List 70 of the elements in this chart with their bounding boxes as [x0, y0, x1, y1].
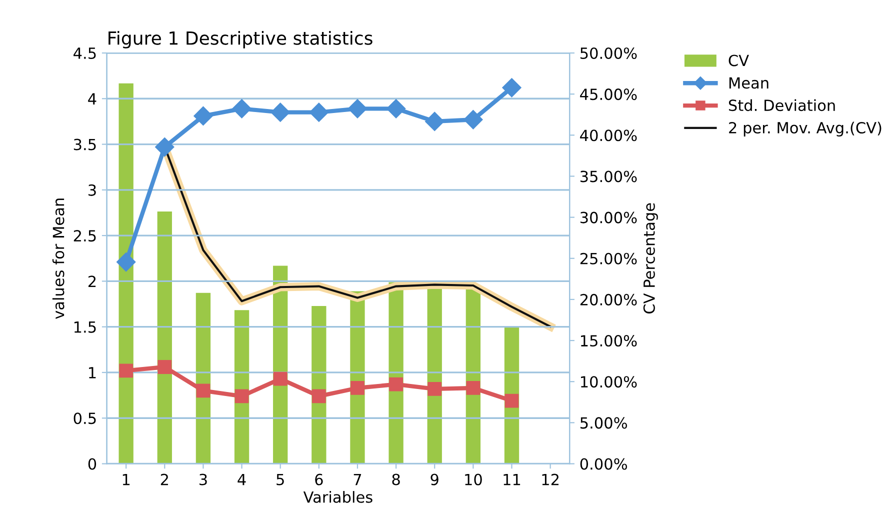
y-tick-label: 0: [88, 458, 96, 470]
y-tick-label: 0.5: [74, 412, 96, 424]
point: [425, 112, 444, 131]
point: [234, 389, 249, 404]
y-tick-label: 3: [88, 184, 96, 196]
x-tick-label: 6: [315, 474, 323, 486]
y2-tick-label: 0.00%: [580, 458, 628, 470]
point: [312, 389, 326, 404]
x-tick-label: 5: [276, 474, 284, 486]
y-tick-label: 1: [89, 367, 96, 378]
bar: [234, 310, 250, 464]
y-tick-label: 2: [88, 276, 96, 287]
x-axis-title: Variables: [303, 491, 372, 503]
legend-label: 2 per. Mov. Avg.(CV): [729, 122, 882, 136]
y2-tick-label: 35.00%: [580, 170, 637, 182]
x-tick-label: 7: [354, 474, 362, 486]
y2-axis-title: CV Percentage: [643, 203, 658, 314]
point: [504, 394, 519, 408]
y2-tick-label: 10.00%: [581, 376, 637, 388]
point: [348, 99, 368, 118]
y2-tick-label: 45.00%: [580, 88, 637, 100]
y2-tick-label: 5.00%: [580, 417, 628, 429]
legend-label: Mean: [729, 77, 768, 89]
bar: [312, 306, 326, 464]
chart-title: Figure 1 Descriptive statistics: [108, 30, 372, 48]
y-tick-label: 1.5: [74, 322, 96, 333]
y-axis-title: values for Mean: [52, 198, 64, 319]
point: [194, 106, 213, 126]
legend-label: CV: [728, 54, 749, 66]
point: [155, 137, 174, 157]
y2-tick-label: 40.00%: [580, 130, 637, 142]
bar: [504, 326, 520, 464]
y2-tick-label: 25.00%: [580, 252, 637, 264]
point: [350, 381, 364, 395]
x-tick-label: 2: [160, 474, 168, 486]
y2-tick-label: 30.00%: [580, 212, 637, 224]
x-tick-label: 10: [465, 474, 482, 486]
legend-label: Std. Deviation: [728, 99, 835, 112]
bar: [157, 212, 172, 464]
bar: [118, 83, 134, 464]
point: [232, 99, 252, 118]
point: [158, 360, 172, 374]
y2-tick-label: 15.00%: [581, 334, 637, 347]
x-tick-label: 9: [430, 474, 438, 486]
y-tick-label: 4.5: [74, 48, 96, 60]
point: [466, 381, 480, 395]
point: [273, 372, 288, 386]
y-tick-label: 3.5: [74, 138, 96, 150]
x-tick-label: 4: [238, 474, 246, 486]
point: [309, 102, 328, 122]
point: [386, 99, 406, 118]
bar: [427, 287, 442, 464]
point: [270, 102, 290, 122]
y-tick-label: 4: [88, 93, 96, 104]
point: [428, 382, 442, 396]
x-tick-label: 1: [122, 474, 130, 486]
bar: [196, 292, 211, 464]
x-tick-label: 8: [392, 474, 400, 486]
point: [116, 252, 136, 272]
point: [502, 78, 522, 98]
point: [196, 384, 210, 398]
point: [119, 364, 134, 378]
y-tick-label: 2.5: [74, 230, 96, 242]
x-tick-label: 11: [504, 474, 520, 486]
x-tick-label: 12: [542, 474, 559, 486]
y2-tick-label: 50.00%: [580, 47, 637, 60]
x-tick-label: 3: [200, 474, 207, 486]
point: [389, 377, 403, 392]
point: [464, 110, 483, 130]
y2-tick-label: 20.00%: [580, 294, 637, 306]
